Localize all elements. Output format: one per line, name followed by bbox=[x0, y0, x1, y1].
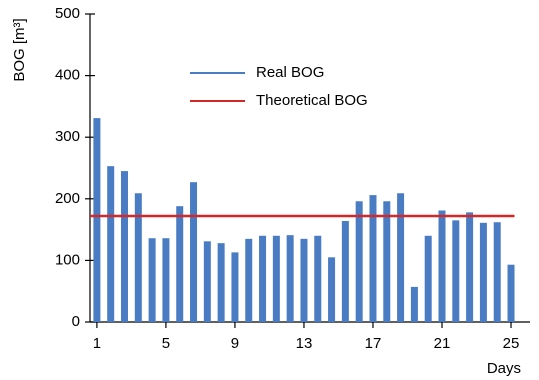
bar bbox=[355, 201, 363, 322]
bar bbox=[397, 193, 405, 322]
bar bbox=[259, 235, 267, 322]
bar bbox=[424, 235, 432, 322]
legend-label: Real BOG bbox=[256, 64, 324, 81]
bar bbox=[438, 210, 446, 322]
bar bbox=[286, 235, 294, 322]
bar bbox=[217, 243, 225, 322]
bar bbox=[231, 252, 239, 322]
bar bbox=[383, 201, 391, 322]
x-axis-label: Days bbox=[487, 360, 521, 377]
x-tick-label: 5 bbox=[162, 335, 170, 352]
bar bbox=[479, 222, 487, 322]
x-tick-label: 1 bbox=[93, 335, 101, 352]
bar bbox=[190, 182, 198, 322]
bar bbox=[314, 235, 322, 322]
x-tick-label: 21 bbox=[434, 335, 451, 352]
bar bbox=[328, 257, 336, 322]
y-tick-label: 300 bbox=[55, 128, 80, 145]
bar bbox=[300, 238, 308, 322]
bar bbox=[245, 238, 253, 322]
y-tick-label: 100 bbox=[55, 251, 80, 268]
bar bbox=[452, 220, 460, 322]
x-tick-label: 17 bbox=[365, 335, 382, 352]
bar bbox=[93, 118, 101, 322]
x-tick-label: 25 bbox=[503, 335, 520, 352]
bar bbox=[507, 264, 515, 322]
bar bbox=[272, 235, 280, 322]
y-tick-label: 500 bbox=[55, 5, 80, 22]
bar bbox=[410, 286, 418, 322]
bar bbox=[176, 206, 184, 322]
y-tick-label: 400 bbox=[55, 67, 80, 84]
x-tick-label: 9 bbox=[231, 335, 239, 352]
bar bbox=[148, 238, 156, 322]
bar bbox=[107, 166, 115, 322]
y-tick-label: 200 bbox=[55, 190, 80, 207]
y-tick-label: 0 bbox=[72, 313, 80, 330]
bar bbox=[493, 222, 501, 322]
bar bbox=[369, 195, 377, 322]
x-tick-label: 13 bbox=[296, 335, 313, 352]
bar bbox=[341, 220, 349, 322]
y-axis-label: BOG [m³] bbox=[11, 18, 28, 81]
legend-label: Theoretical BOG bbox=[256, 92, 368, 109]
bar bbox=[121, 171, 129, 322]
bar bbox=[203, 241, 211, 322]
bar bbox=[466, 212, 474, 322]
bar bbox=[162, 238, 170, 322]
bar bbox=[134, 193, 142, 322]
